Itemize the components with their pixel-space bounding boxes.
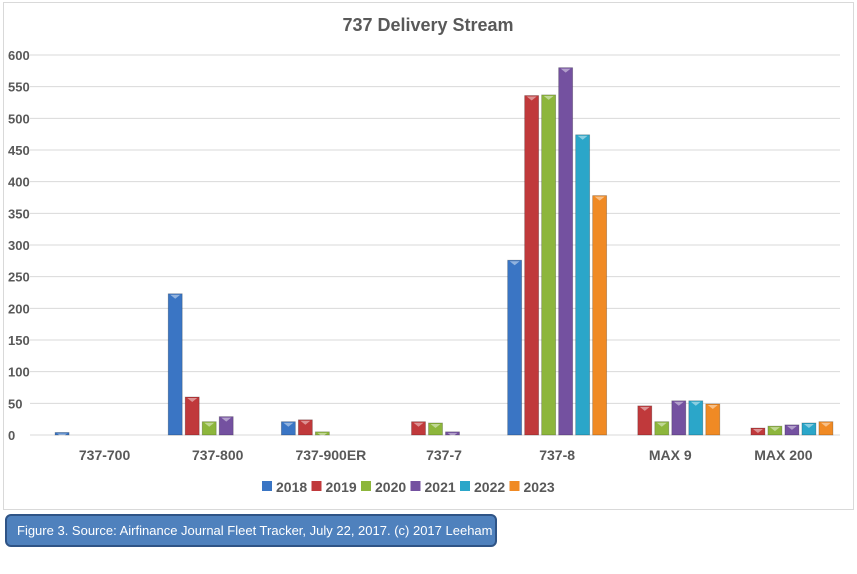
bar-2023-MAX 200 xyxy=(818,421,834,436)
legend-swatch-2022 xyxy=(460,481,470,491)
bar-2021-MAX 200 xyxy=(784,424,800,436)
y-tick-label: 600 xyxy=(8,48,30,63)
bar-2022-737-8 xyxy=(575,134,591,436)
bar-2019-737-7 xyxy=(411,421,426,436)
bar-bevel xyxy=(543,95,554,100)
bar-2019-MAX 9 xyxy=(637,405,653,436)
bar-bevel xyxy=(577,135,588,140)
bar-bevel xyxy=(317,432,328,437)
y-tick-label: 150 xyxy=(8,333,30,348)
bar-2022-MAX 200 xyxy=(801,422,817,436)
legend-label: 2022 xyxy=(474,479,505,495)
figure-caption: Figure 3. Source: Airfinance Journal Fle… xyxy=(5,514,497,567)
x-category-label: 737-700 xyxy=(79,447,131,463)
bar-2020-MAX 9 xyxy=(654,421,670,436)
bar-bevel xyxy=(752,429,763,434)
bar-bevel xyxy=(57,433,68,438)
y-tick-label: 350 xyxy=(8,206,30,221)
legend-swatch-2020 xyxy=(361,481,371,491)
bar-bevel xyxy=(690,401,701,406)
bar-bevel xyxy=(170,294,181,299)
bar-2018-737-8 xyxy=(507,259,523,436)
bar-2019-MAX 200 xyxy=(750,427,766,436)
bar-2020-737-8 xyxy=(541,94,557,436)
legend-label: 2023 xyxy=(524,479,555,495)
y-tick-label: 100 xyxy=(8,365,30,380)
bar-bevel xyxy=(560,68,571,73)
chart-title: 737 Delivery Stream xyxy=(342,15,513,35)
bar-bevel xyxy=(673,401,684,406)
bar-2019-737-800 xyxy=(184,396,200,436)
bar-2019-737-900ER xyxy=(297,419,313,436)
bar-2023-737-8 xyxy=(592,195,608,436)
legend-label: 2018 xyxy=(276,479,307,495)
bar-bevel xyxy=(526,96,537,101)
x-category-label: 737-8 xyxy=(539,447,575,463)
bar-bevel xyxy=(656,422,667,427)
bar-bevel xyxy=(509,261,520,266)
y-tick-label: 400 xyxy=(8,175,30,190)
bar-bevel xyxy=(300,420,311,425)
x-category-label: MAX 9 xyxy=(649,447,692,463)
bar-bevel xyxy=(187,398,198,402)
bar-chart: 737 Delivery Stream 0 50 100 150 200 250 300 35… xyxy=(8,15,840,495)
bar-bevel xyxy=(803,423,814,428)
bar-2019-737-8 xyxy=(524,95,540,436)
x-category-label: 737-7 xyxy=(426,447,462,463)
bar-bevel xyxy=(447,432,458,437)
bar-bevel xyxy=(786,425,797,430)
bar-bevel xyxy=(820,422,831,427)
bar-bevel xyxy=(204,422,215,427)
x-category-label: 737-900ER xyxy=(295,447,366,463)
bar-2021-737-7 xyxy=(445,431,460,436)
bar-bevel xyxy=(221,417,232,422)
bar-2021-737-8 xyxy=(558,67,574,436)
legend-swatch-2023 xyxy=(509,481,520,491)
bar-bevel xyxy=(430,423,441,428)
bar-bevel xyxy=(594,196,605,201)
bar-2018-737-700 xyxy=(54,432,70,436)
legend-swatch-2021 xyxy=(410,481,421,491)
bar-2023-MAX 9 xyxy=(705,403,721,436)
y-tick-label: 200 xyxy=(8,301,30,316)
legend-swatch-2018 xyxy=(262,481,272,491)
bar-2018-737-900ER xyxy=(280,421,296,436)
bar-2021-737-800 xyxy=(218,416,234,436)
y-tick-label: 250 xyxy=(8,270,30,285)
bar-2020-737-800 xyxy=(201,421,217,436)
bar-bevel xyxy=(413,422,424,427)
x-category-label: MAX 200 xyxy=(754,447,813,463)
legend-label: 2020 xyxy=(375,479,406,495)
bar-bevel xyxy=(769,427,780,432)
bar-2018-737-800 xyxy=(167,293,183,436)
legend-label: 2021 xyxy=(425,479,456,495)
bar-2022-MAX 9 xyxy=(688,400,704,436)
bar-2020-737-7 xyxy=(428,422,443,436)
bar-2020-MAX 200 xyxy=(767,425,783,436)
x-category-label: 737-800 xyxy=(192,447,244,463)
bar-bevel xyxy=(707,404,718,409)
bar-bevel xyxy=(639,406,650,411)
bar-bevel xyxy=(283,422,294,427)
y-tick-label: 0 xyxy=(8,428,15,443)
y-tick-label: 550 xyxy=(8,80,30,95)
y-tick-label: 300 xyxy=(8,238,30,253)
legend-label: 2019 xyxy=(326,479,357,495)
y-tick-label: 50 xyxy=(8,396,22,411)
y-tick-label: 450 xyxy=(8,143,30,158)
bar-2021-MAX 9 xyxy=(671,400,687,436)
legend-swatch-2019 xyxy=(311,481,322,491)
bar-2020-737-900ER xyxy=(314,431,330,436)
y-tick-label: 500 xyxy=(8,111,30,126)
